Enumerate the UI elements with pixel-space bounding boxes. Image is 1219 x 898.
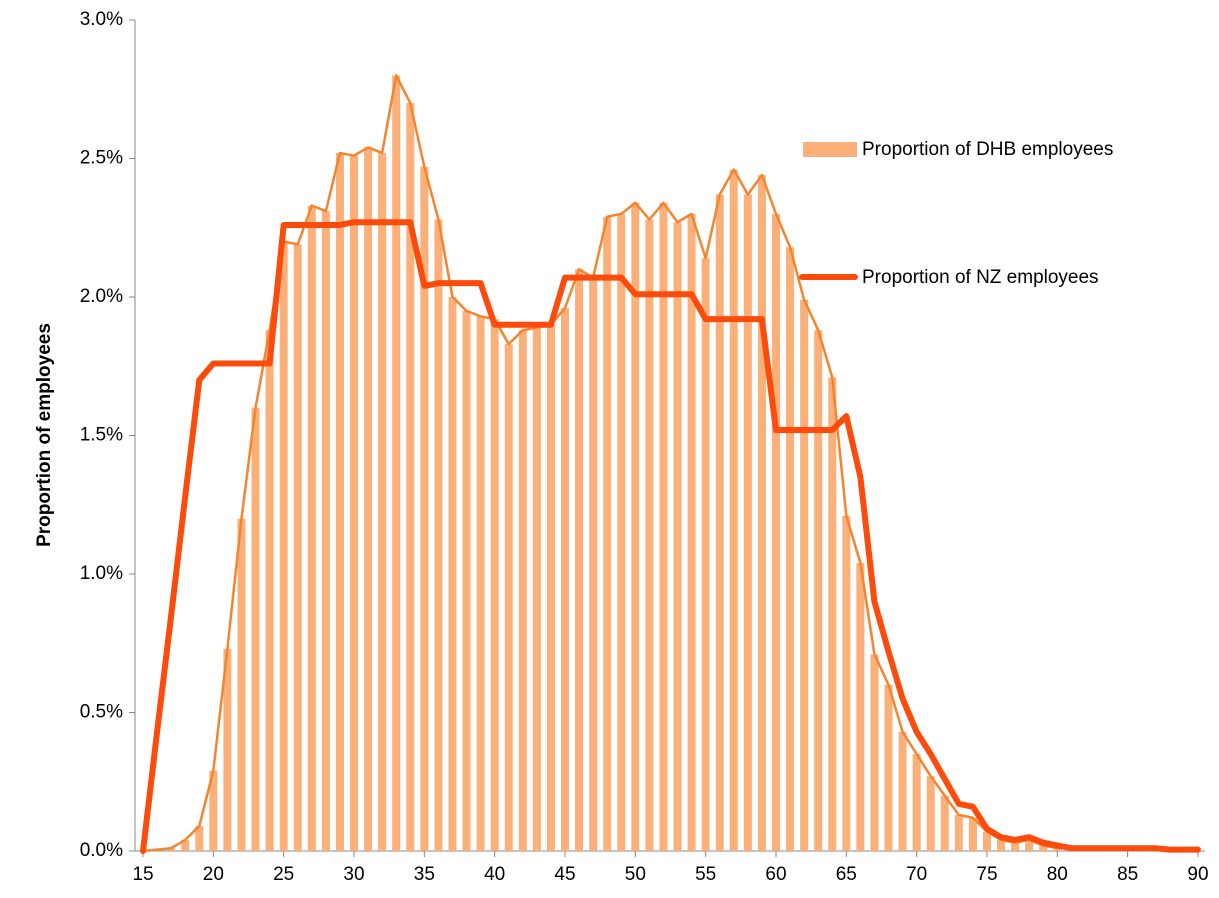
bar	[490, 319, 499, 851]
bar	[617, 213, 626, 851]
bar	[786, 247, 795, 851]
bar	[378, 152, 387, 851]
x-tick-label: 65	[836, 864, 857, 885]
y-tick-label: 1.5%	[80, 425, 123, 446]
bar	[800, 299, 809, 851]
bar	[307, 205, 316, 852]
bar	[560, 308, 569, 852]
bar	[265, 330, 274, 851]
bar	[504, 344, 513, 851]
x-tick-label: 45	[554, 864, 575, 885]
bar	[1039, 845, 1048, 851]
bar	[659, 202, 668, 851]
x-tick-label: 35	[414, 864, 435, 885]
bar	[982, 831, 991, 851]
bar	[954, 814, 963, 851]
legend-label: Proportion of NZ employees	[862, 267, 1099, 288]
bar	[223, 648, 232, 851]
bar	[293, 244, 302, 851]
y-tick-label: 0.0%	[80, 840, 123, 861]
bar	[701, 258, 710, 852]
x-tick-label: 25	[273, 864, 294, 885]
bar	[673, 222, 682, 851]
bar	[237, 518, 246, 851]
bar	[997, 839, 1006, 851]
line	[140, 219, 1201, 854]
bar	[279, 241, 288, 852]
x-tick-label: 50	[625, 864, 646, 885]
bar	[209, 770, 218, 851]
bar	[814, 330, 823, 851]
x-tick-label: 40	[484, 864, 505, 885]
bar	[968, 817, 977, 851]
x-tick-label: 90	[1187, 864, 1208, 885]
bar	[631, 202, 640, 851]
x-tick-label: 80	[1047, 864, 1068, 885]
x-tick-label: 85	[1117, 864, 1138, 885]
bar	[589, 277, 598, 851]
bar	[575, 269, 584, 851]
bar	[462, 310, 471, 852]
y-tick-label: 1.0%	[80, 563, 123, 584]
bar	[392, 75, 401, 851]
bar	[251, 407, 260, 851]
bar	[771, 213, 780, 851]
x-tick-label: 55	[695, 864, 716, 885]
bar	[420, 166, 429, 851]
bar	[167, 848, 176, 851]
bar	[1053, 848, 1062, 851]
bar	[912, 754, 921, 851]
x-tick-label: 15	[132, 864, 153, 885]
x-tick-label: 60	[765, 864, 786, 885]
bar	[364, 147, 373, 852]
x-tick-label: 70	[906, 864, 927, 885]
y-tick-label: 0.5%	[80, 702, 123, 723]
bar	[321, 211, 330, 851]
bar	[350, 155, 359, 852]
bar	[856, 562, 865, 851]
legend-label: Proportion of DHB employees	[862, 139, 1113, 160]
y-tick-label: 2.5%	[80, 148, 123, 169]
bar	[195, 826, 204, 851]
bar	[406, 103, 415, 852]
bar	[603, 216, 612, 852]
bar	[842, 515, 851, 851]
bar	[926, 776, 935, 851]
bar	[870, 654, 879, 851]
bar	[448, 297, 457, 851]
y-axis-label: Proportion of employees	[34, 323, 55, 547]
bar	[181, 839, 190, 851]
bar	[645, 219, 654, 851]
bar	[898, 731, 907, 851]
bar	[884, 684, 893, 851]
legend-swatch	[803, 142, 857, 157]
bar	[828, 377, 837, 851]
bar	[546, 324, 555, 851]
x-tick-label: 20	[203, 864, 224, 885]
bar	[532, 327, 541, 852]
bar	[715, 194, 724, 851]
bar	[1011, 842, 1020, 851]
bar	[476, 316, 485, 851]
x-tick-label: 30	[343, 864, 364, 885]
bar	[687, 213, 696, 851]
bar	[1025, 839, 1034, 851]
bar	[940, 795, 949, 851]
bar	[743, 194, 752, 851]
y-tick-label: 3.0%	[80, 9, 123, 30]
bar	[434, 219, 443, 851]
x-tick-label: 75	[976, 864, 997, 885]
bar	[518, 330, 527, 851]
bar	[335, 152, 344, 851]
bar	[729, 169, 738, 851]
bar	[757, 175, 766, 851]
y-tick-label: 2.0%	[80, 286, 123, 307]
